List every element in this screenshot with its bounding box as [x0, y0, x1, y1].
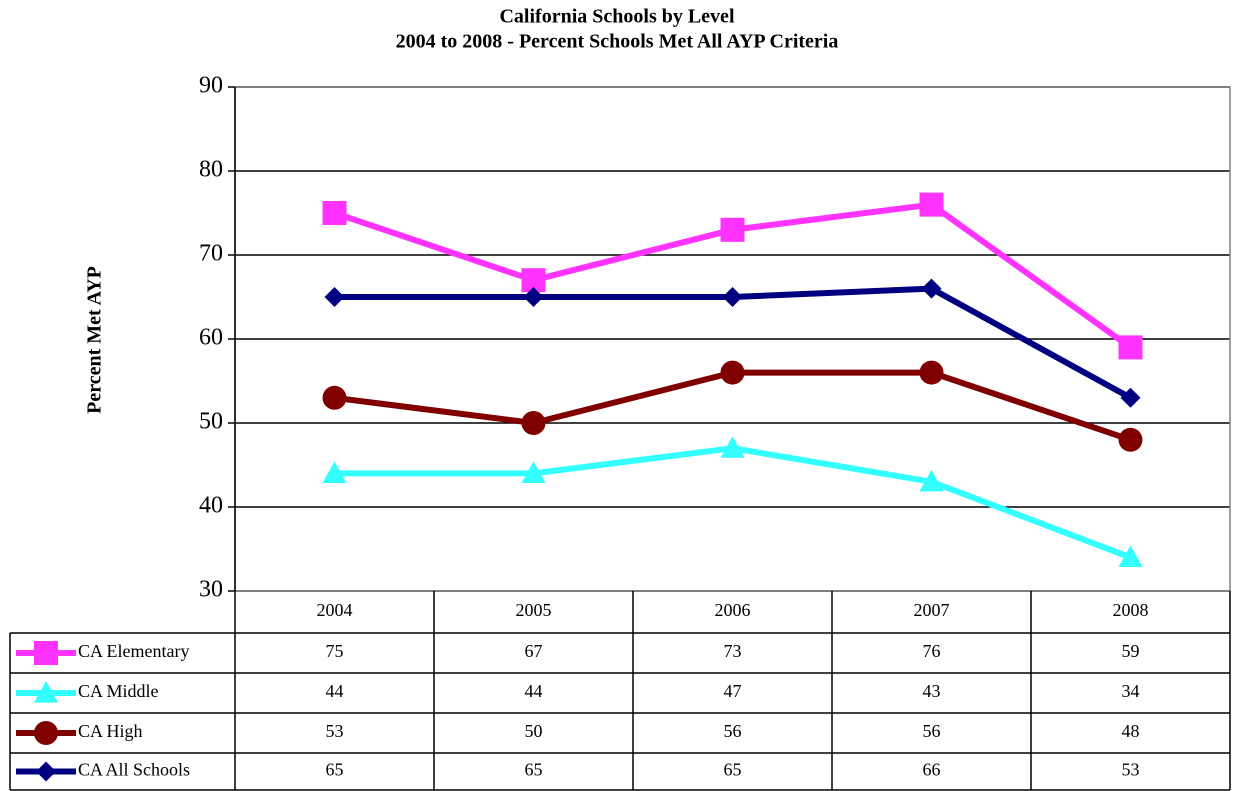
table-value: 47 — [724, 681, 742, 701]
series-line — [334, 445, 1132, 561]
y-tick-label: 50 — [199, 409, 223, 435]
y-axis-label: Percent Met AYP — [84, 266, 106, 414]
point — [919, 360, 944, 385]
point — [722, 287, 743, 307]
point — [919, 192, 944, 217]
point — [322, 201, 347, 225]
y-tick-label: 70 — [199, 241, 223, 267]
legend-label: CA Middle — [78, 681, 159, 701]
point — [322, 461, 347, 483]
point — [720, 360, 745, 385]
table-value: 50 — [525, 721, 543, 741]
point — [521, 411, 546, 435]
x-tick-label: 2005 — [516, 600, 552, 620]
y-tick-label: 30 — [199, 577, 223, 603]
point — [720, 217, 745, 242]
legend-marker — [36, 761, 56, 782]
table-value: 44 — [326, 681, 344, 701]
table-value: 44 — [525, 681, 543, 701]
table-value: 53 — [1122, 760, 1140, 780]
point — [523, 287, 544, 307]
point — [1118, 335, 1143, 360]
table-value: 65 — [326, 760, 344, 780]
point — [521, 461, 546, 483]
table-value: 48 — [1122, 721, 1140, 741]
point — [921, 278, 942, 299]
table-value: 66 — [923, 760, 941, 780]
chart-title: California Schools by Level — [499, 6, 734, 28]
point — [919, 469, 944, 492]
legend-label: CA High — [78, 721, 143, 741]
point — [1120, 387, 1141, 408]
point — [324, 287, 345, 307]
table-value: 56 — [724, 721, 742, 741]
legend-marker — [34, 641, 58, 665]
table-value: 59 — [1122, 641, 1140, 661]
x-tick-label: 2008 — [1113, 600, 1149, 620]
legend-marker — [34, 681, 58, 703]
chart-subtitle: 2004 to 2008 - Percent Schools Met All A… — [396, 31, 839, 53]
legend-label: CA All Schools — [78, 760, 190, 780]
point — [720, 436, 745, 458]
legend-label: CA Elementary — [78, 641, 189, 661]
table-value: 56 — [923, 721, 941, 741]
table-value: 34 — [1122, 681, 1140, 701]
y-tick-label: 80 — [199, 157, 223, 183]
point — [1118, 427, 1143, 452]
table-value: 67 — [525, 641, 543, 661]
table-value: 65 — [724, 760, 742, 780]
x-tick-label: 2004 — [317, 600, 353, 620]
table-value: 73 — [724, 641, 742, 661]
point — [1118, 545, 1143, 567]
table-value: 43 — [923, 681, 941, 701]
x-tick-label: 2006 — [715, 600, 751, 620]
y-tick-label: 40 — [199, 493, 223, 519]
table-value: 75 — [326, 641, 344, 661]
point — [322, 385, 347, 410]
table-value: 65 — [525, 760, 543, 780]
x-tick-label: 2007 — [914, 600, 950, 620]
legend-marker — [34, 721, 58, 745]
y-tick-label: 90 — [199, 73, 223, 99]
table-value: 76 — [923, 641, 941, 661]
table-value: 53 — [326, 721, 344, 741]
y-tick-label: 60 — [199, 325, 223, 351]
